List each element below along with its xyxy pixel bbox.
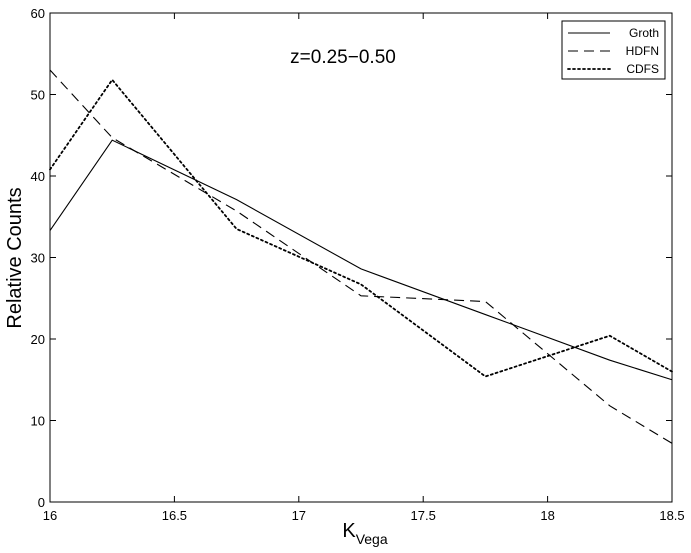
y-tick-label: 30	[31, 251, 45, 266]
y-tick-label: 60	[31, 6, 45, 21]
x-tick-label: 18	[540, 508, 554, 523]
x-tick-label: 18.5	[659, 508, 684, 523]
x-tick-label: 16.5	[162, 508, 187, 523]
x-tick-label: 17	[292, 508, 306, 523]
plot-area	[50, 13, 672, 502]
y-tick-label: 50	[31, 88, 45, 103]
series-line-groth	[49, 139, 673, 381]
y-tick-label: 20	[31, 332, 45, 347]
x-axis-label-main: K	[342, 520, 356, 542]
y-axis-label: Relative Counts	[4, 187, 26, 328]
series-layer	[49, 69, 673, 444]
legend-label-cdfs: CDFS	[626, 62, 659, 76]
legend: Groth HDFN CDFS	[561, 20, 666, 80]
legend-label-hdfn: HDFN	[626, 44, 659, 58]
legend-items: Groth HDFN CDFS	[567, 26, 659, 76]
x-tick-label: 16	[43, 508, 57, 523]
y-tick-label: 40	[31, 169, 45, 184]
x-axis-label-subscript: Vega	[356, 531, 388, 547]
x-tick-label: 17.5	[411, 508, 436, 523]
series-line-cdfs	[49, 78, 673, 378]
chart-annotation: z=0.25−0.50	[290, 47, 396, 68]
y-tick-label: 10	[31, 414, 45, 429]
series-line-hdfn	[49, 69, 673, 444]
legend-label-groth: Groth	[629, 26, 659, 40]
y-tick-label: 0	[38, 495, 45, 510]
tick-layer: 16 16.5 17 17.5 18 18.5 0 10 20 30 40 50 60	[31, 6, 685, 523]
x-axis-label: KVega	[342, 520, 387, 547]
